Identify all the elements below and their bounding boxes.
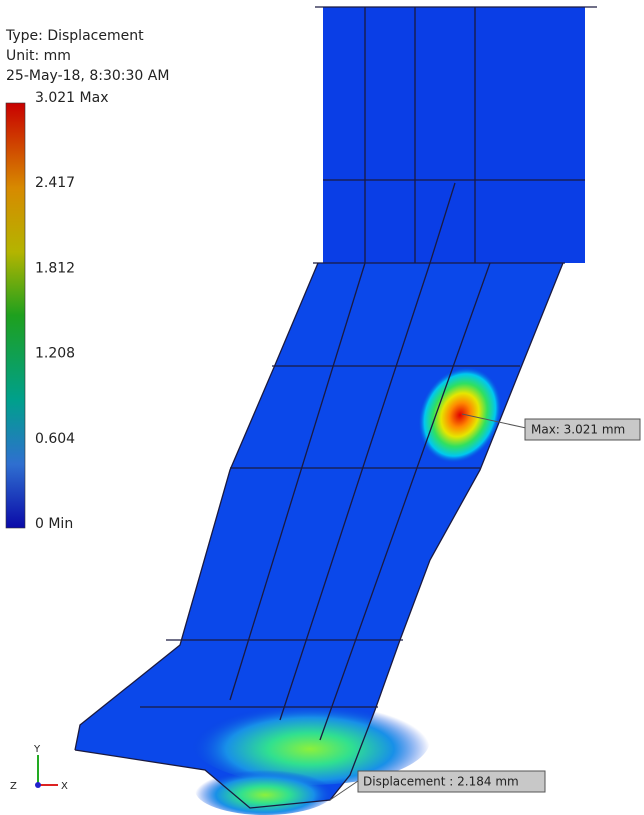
callout-box (357, 770, 546, 793)
z-axis (35, 782, 41, 788)
legend-tick-label: 0 Min (35, 516, 73, 532)
probe-callout: Displacement : 2.184 mm (363, 775, 519, 789)
callout-box (524, 418, 641, 441)
hopper-top (323, 7, 585, 263)
model (74, 6, 597, 815)
edge (229, 262, 366, 701)
z-label: Z (10, 781, 17, 792)
legend: Type: Displacement Unit: mm 25-May-18, 8… (5, 28, 169, 532)
legend-tick-label: 1.812 (35, 260, 75, 276)
max-zone (418, 366, 502, 464)
color-bar (5, 102, 26, 529)
edge (319, 262, 491, 741)
legend-ticks: 3.021 Max 2.417 1.812 1.208 0.604 0 Min (35, 90, 108, 532)
edge (74, 262, 319, 751)
legend-tick-label: 3.021 Max (35, 90, 108, 106)
y-label: Y (33, 744, 41, 755)
legend-tick-label: 2.417 (35, 175, 75, 191)
legend-tick-label: 1.208 (35, 346, 75, 362)
result-unit: Unit: mm (6, 48, 71, 64)
result-type: Type: Displacement (5, 28, 144, 44)
hopper-side (563, 183, 585, 263)
x-label: X (61, 781, 68, 792)
max-callout: Max: 3.021 mm (531, 423, 625, 437)
edge (429, 182, 456, 264)
edge (279, 262, 431, 721)
view-triad: Y Z X (10, 744, 68, 792)
callout-leader (461, 413, 527, 429)
callout-leader (329, 780, 359, 801)
displacement-zone (195, 765, 335, 815)
displacement-zone (190, 695, 430, 785)
legend-tick-label: 0.604 (35, 431, 75, 447)
result-date: 25-May-18, 8:30:30 AM (6, 68, 169, 84)
edge (74, 262, 564, 809)
